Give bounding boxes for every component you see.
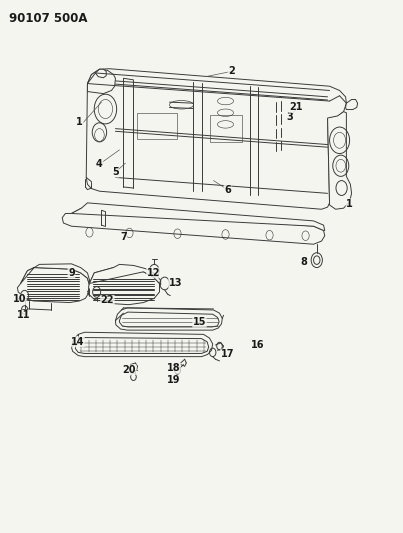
Polygon shape (86, 69, 347, 209)
Text: 10: 10 (12, 294, 26, 304)
Text: 12: 12 (147, 268, 160, 278)
Polygon shape (21, 264, 89, 285)
Text: 3: 3 (286, 112, 293, 122)
Polygon shape (71, 332, 213, 357)
Text: 13: 13 (169, 278, 182, 288)
Text: 11: 11 (17, 310, 30, 320)
Polygon shape (62, 208, 325, 244)
Text: 2: 2 (228, 67, 235, 76)
Polygon shape (115, 308, 222, 330)
Text: 16: 16 (251, 340, 264, 350)
Polygon shape (17, 268, 89, 303)
Text: 4: 4 (96, 159, 103, 169)
Polygon shape (87, 69, 115, 94)
Text: 90107 500A: 90107 500A (9, 12, 88, 25)
Polygon shape (89, 264, 161, 285)
Polygon shape (119, 312, 219, 327)
Text: 7: 7 (120, 232, 127, 243)
Text: 5: 5 (112, 167, 119, 177)
Bar (137, 113, 177, 139)
Text: 1: 1 (346, 199, 353, 209)
Text: 15: 15 (193, 317, 206, 327)
Text: 8: 8 (300, 257, 307, 267)
Bar (210, 115, 241, 142)
Polygon shape (89, 268, 160, 305)
Polygon shape (75, 337, 209, 353)
Text: 6: 6 (224, 184, 231, 195)
Polygon shape (71, 203, 325, 230)
Text: 22: 22 (101, 295, 114, 305)
Text: 21: 21 (289, 102, 302, 112)
Text: 19: 19 (167, 375, 180, 385)
Text: 14: 14 (71, 337, 84, 347)
Text: 18: 18 (167, 364, 180, 373)
Text: 17: 17 (221, 349, 234, 359)
Text: 20: 20 (123, 365, 136, 375)
Text: 9: 9 (68, 268, 75, 278)
Text: 1: 1 (76, 117, 83, 127)
Polygon shape (346, 100, 357, 110)
Polygon shape (328, 112, 351, 209)
Polygon shape (96, 69, 106, 78)
